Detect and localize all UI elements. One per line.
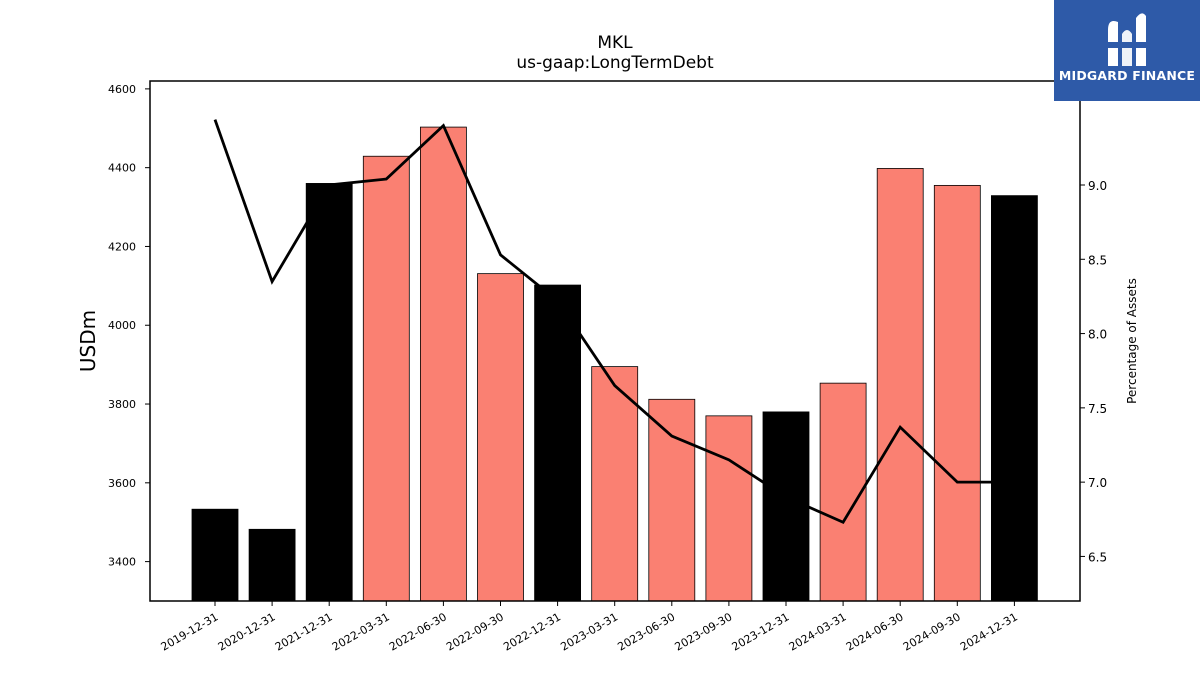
y-axis-label: USDm [76,310,100,372]
y-tick-label: 3800 [108,398,136,411]
y2-tick-label: 7.5 [1088,402,1107,416]
x-tick-label: 2019-12-31 [159,610,221,653]
chart-title: MKL [597,33,633,53]
bars-group [191,126,1038,602]
logo-mark-icon [1106,13,1148,66]
bar [362,155,410,602]
y-tick-label: 4600 [108,83,136,96]
x-tick-label: 2024-09-30 [901,610,963,653]
bar [648,398,696,602]
y-axis-left: 3400 3600 3800 4000 4200 4400 4600 [108,83,150,569]
bar [591,366,639,602]
x-tick-label: 2022-12-31 [501,610,563,653]
x-tick-label: 2023-09-30 [673,610,735,653]
bar [819,382,867,602]
x-tick-label: 2024-06-30 [844,610,906,653]
y2-tick-label: 8.5 [1088,253,1107,267]
line-group [213,119,1015,525]
chart-subtitle: us-gaap:LongTermDebt [516,53,714,73]
bar [477,273,524,602]
x-tick-label: 2024-03-31 [787,610,849,653]
logo-text: MIDGARD FINANCE [1058,68,1196,83]
x-tick-label: 2022-06-30 [387,610,449,653]
bar [191,508,239,602]
y2-tick-label: 7.0 [1088,476,1107,490]
bar [991,195,1038,602]
x-axis: 2019-12-312020-12-312021-12-312022-03-31… [159,601,1020,654]
y-axis-right: 6.5 7.0 7.5 8.0 8.5 9.0 [1080,179,1107,564]
y2-tick-label: 8.0 [1088,328,1107,342]
x-tick-label: 2024-12-31 [958,610,1020,653]
bar [248,528,296,602]
bar [705,415,753,602]
percentage-line [213,119,1015,525]
bar [534,284,581,602]
brand-logo: MIDGARD FINANCE [1054,0,1200,101]
x-tick-label: 2023-06-30 [615,610,677,653]
x-tick-label: 2022-09-30 [444,610,506,653]
bar [305,183,353,602]
bar [876,168,924,602]
y-tick-label: 4000 [108,319,136,332]
x-tick-label: 2021-12-31 [273,610,335,653]
bar [933,184,981,602]
bar [419,126,467,602]
x-tick-label: 2023-03-31 [558,610,620,653]
y2-axis-label: Percentage of Assets [1125,278,1139,404]
bar [762,411,810,602]
x-tick-label: 2020-12-31 [216,610,278,653]
y-tick-label: 4400 [108,162,136,175]
x-tick-label: 2023-12-31 [730,610,792,653]
y2-tick-label: 9.0 [1088,179,1107,193]
y-tick-label: 3400 [108,556,136,569]
y-tick-label: 3600 [108,477,136,490]
y2-tick-label: 6.5 [1088,550,1107,564]
x-tick-label: 2022-03-31 [330,610,392,653]
y-tick-label: 4200 [108,240,136,253]
